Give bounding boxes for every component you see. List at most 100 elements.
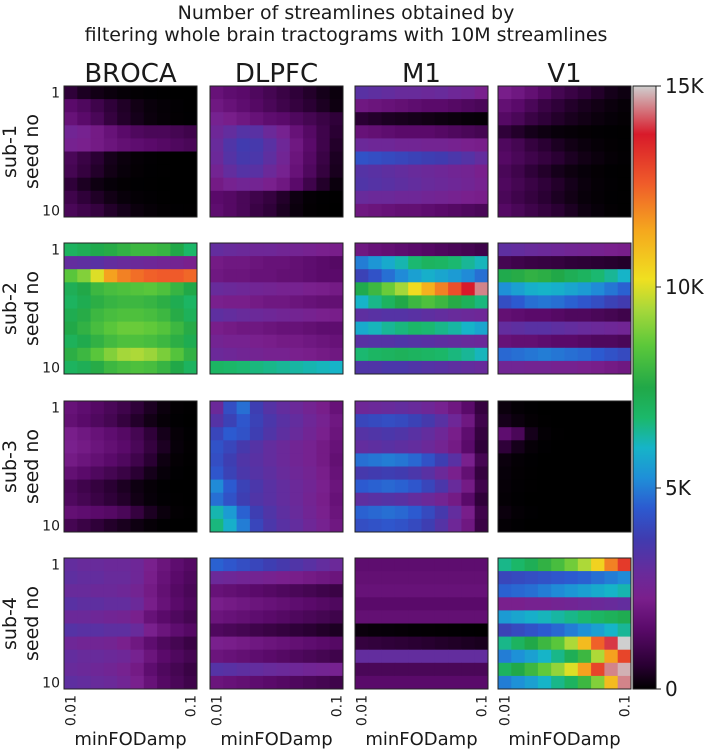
heatmap-cell	[170, 256, 185, 270]
heatmap-cell	[183, 427, 198, 441]
heatmap-cell	[64, 505, 78, 520]
heatmap-cell	[316, 99, 331, 113]
heatmap-cell	[130, 558, 145, 572]
heatmap-cell	[368, 164, 382, 179]
heatmap-cell	[316, 164, 331, 179]
panel-frame	[354, 242, 489, 375]
heatmap-cell	[448, 558, 462, 572]
heatmap-cell	[604, 282, 619, 296]
heatmap-cell	[329, 662, 344, 677]
heatmap-cell	[130, 479, 145, 494]
heatmap-cell	[77, 164, 91, 179]
heatmap-cell	[474, 479, 489, 494]
heatmap-cell	[381, 440, 396, 454]
heatmap-cell	[617, 86, 632, 100]
heatmap-cell	[551, 138, 565, 152]
heatmap-cell	[408, 571, 422, 585]
heatmap-cell	[103, 675, 118, 690]
heatmap-cell	[64, 282, 78, 296]
heatmap-cell	[617, 610, 632, 624]
heatmap-cell	[448, 347, 462, 362]
heatmap-cell	[381, 453, 396, 467]
heatmap-cell	[316, 256, 331, 270]
heatmap-cell	[64, 112, 78, 126]
heatmap-cell	[236, 662, 251, 677]
heatmap-cell	[276, 269, 291, 283]
heatmap-cell	[263, 269, 277, 283]
heatmap-cell	[474, 571, 489, 585]
heatmap-cell	[183, 440, 198, 454]
panel-frame	[209, 557, 344, 690]
heatmap-cell	[263, 401, 277, 415]
heatmap-cell	[289, 295, 304, 309]
heatmap-cell	[90, 675, 105, 690]
heatmap-cell	[130, 295, 145, 309]
heatmap-cell	[461, 453, 476, 467]
heatmap-cell	[316, 401, 331, 415]
heatmap-cell	[511, 256, 525, 270]
heatmap-cell	[263, 414, 277, 428]
heatmap-cell	[591, 518, 605, 533]
heatmap-cell	[210, 86, 224, 100]
heatmap-panel-sub-2-broca	[63, 242, 198, 375]
heatmap-cell	[223, 125, 237, 139]
heatmap-cell	[303, 138, 317, 152]
heatmap-cell	[276, 623, 291, 637]
heatmap-cell	[170, 427, 185, 441]
heatmap-cell	[90, 125, 105, 139]
heatmap-cell	[303, 164, 317, 179]
heatmap-cell	[617, 571, 632, 585]
heatmap-cell	[355, 256, 369, 270]
heatmap-cell	[461, 269, 476, 283]
heatmap-cell	[263, 597, 277, 611]
heatmap-cell	[329, 203, 344, 218]
heatmap-cell	[303, 558, 317, 572]
heatmap-cell	[64, 623, 78, 637]
heatmap-cell	[368, 518, 382, 533]
heatmap-cell	[461, 243, 476, 257]
heatmap-cell	[249, 610, 264, 624]
heatmap-cell	[90, 347, 105, 362]
heatmap-cell	[223, 151, 237, 165]
heatmap-cell	[130, 151, 145, 165]
heatmap-cell	[524, 138, 539, 152]
heatmap-cell	[577, 584, 592, 598]
heatmap-cell	[276, 151, 291, 165]
heatmap-cell	[64, 164, 78, 179]
heatmap-cell	[577, 610, 592, 624]
heatmap-panel-sub-1-m1	[354, 85, 489, 218]
heatmap-cell	[434, 401, 449, 415]
heatmap-cell	[434, 347, 449, 362]
heatmap-cell	[355, 321, 369, 336]
heatmap-cell	[461, 138, 476, 152]
heatmap-cell	[117, 308, 131, 322]
heatmap-cell	[117, 190, 131, 205]
heatmap-cell	[64, 649, 78, 664]
heatmap-cell	[421, 453, 436, 467]
heatmap-cell	[64, 453, 78, 467]
heatmap-cell	[537, 427, 552, 441]
heatmap-cell	[434, 662, 449, 677]
heatmap-cell	[289, 190, 304, 205]
heatmap-cell	[90, 584, 105, 598]
heatmap-cell	[394, 649, 409, 664]
heatmap-cell	[511, 86, 525, 100]
heatmap-cell	[617, 414, 632, 428]
heatmap-cell	[434, 360, 449, 375]
heatmap-cell	[130, 440, 145, 454]
heatmap-cell	[434, 203, 449, 218]
heatmap-cell	[170, 597, 185, 611]
heatmap-cell	[448, 662, 462, 677]
heatmap-cell	[408, 177, 422, 192]
heatmap-cell	[577, 505, 592, 520]
heatmap-cell	[577, 347, 592, 362]
heatmap-cell	[130, 414, 145, 428]
heatmap-cell	[117, 675, 131, 690]
heatmap-cell	[249, 505, 264, 520]
heatmap-cell	[103, 414, 118, 428]
heatmap-cell	[130, 269, 145, 283]
heatmap-cell	[577, 282, 592, 296]
heatmap-cell	[210, 571, 224, 585]
heatmap-cell	[303, 414, 317, 428]
heatmap-cell	[276, 282, 291, 296]
